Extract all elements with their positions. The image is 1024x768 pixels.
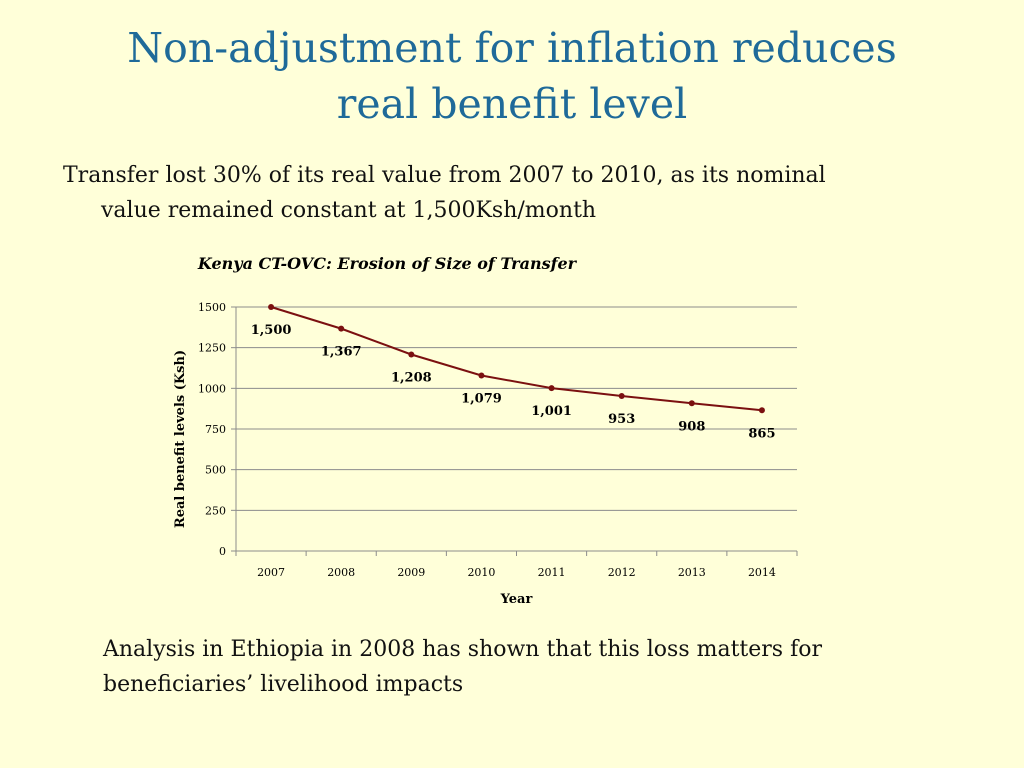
bullet-text: Transfer lost 30% of its real value from… bbox=[63, 158, 943, 228]
data-point bbox=[338, 325, 345, 332]
data-label: 865 bbox=[748, 426, 775, 441]
data-label: 908 bbox=[678, 419, 705, 434]
y-axis-title: Real benefit levels (Ksh) bbox=[173, 350, 188, 528]
x-axis-title: Year bbox=[500, 592, 533, 607]
data-label: 1,079 bbox=[461, 391, 502, 406]
data-point bbox=[268, 304, 275, 310]
y-tick-label: 250 bbox=[205, 504, 226, 517]
data-label: 953 bbox=[608, 412, 635, 427]
data-point bbox=[688, 400, 695, 407]
data-point bbox=[408, 351, 415, 358]
data-label: 1,208 bbox=[391, 370, 432, 385]
y-tick-label: 500 bbox=[205, 464, 226, 477]
y-tick-label: 750 bbox=[205, 423, 226, 436]
x-tick-label: 2008 bbox=[327, 566, 355, 579]
x-tick-label: 2012 bbox=[608, 566, 636, 579]
slide-title: Non-adjustment for inflation reduces rea… bbox=[40, 20, 984, 132]
series-line bbox=[270, 306, 763, 412]
bullet-line-1: Transfer lost 30% of its real value from… bbox=[63, 163, 826, 188]
x-tick-label: 2014 bbox=[748, 566, 776, 579]
data-point bbox=[618, 392, 625, 399]
y-tick-label: 1500 bbox=[198, 301, 226, 314]
y-tick-label: 1250 bbox=[198, 342, 226, 355]
note-text: Analysis in Ethiopia in 2008 has shown t… bbox=[103, 632, 943, 702]
line-chart: Kenya CT-OVC: Erosion of Size of Transfe… bbox=[150, 245, 850, 625]
y-tick-label: 0 bbox=[219, 545, 226, 558]
slide-title-line-2: real benefit level bbox=[336, 80, 688, 128]
data-point bbox=[548, 385, 555, 392]
x-tick-label: 2007 bbox=[257, 566, 285, 579]
slide-title-line-1: Non-adjustment for inflation reduces bbox=[127, 24, 897, 72]
x-tick-label: 2011 bbox=[538, 566, 566, 579]
data-point bbox=[758, 407, 765, 414]
x-tick-label: 2009 bbox=[397, 566, 425, 579]
note-line-1: Analysis in Ethiopia in 2008 has shown t… bbox=[103, 637, 822, 662]
data-label: 1,367 bbox=[321, 345, 362, 360]
y-tick-label: 1000 bbox=[198, 382, 226, 395]
bullet-line-2: value remained constant at 1,500Ksh/mont… bbox=[101, 198, 597, 223]
data-label: 1,001 bbox=[531, 404, 572, 419]
chart-title: Kenya CT-OVC: Erosion of Size of Transfe… bbox=[197, 254, 578, 273]
data-label: 1,500 bbox=[251, 323, 292, 338]
note-line-2: beneficiaries’ livelihood impacts bbox=[103, 672, 464, 697]
x-tick-label: 2010 bbox=[467, 566, 495, 579]
chart-svg: Kenya CT-OVC: Erosion of Size of Transfe… bbox=[173, 254, 798, 607]
x-tick-label: 2013 bbox=[678, 566, 706, 579]
data-point bbox=[478, 372, 485, 379]
